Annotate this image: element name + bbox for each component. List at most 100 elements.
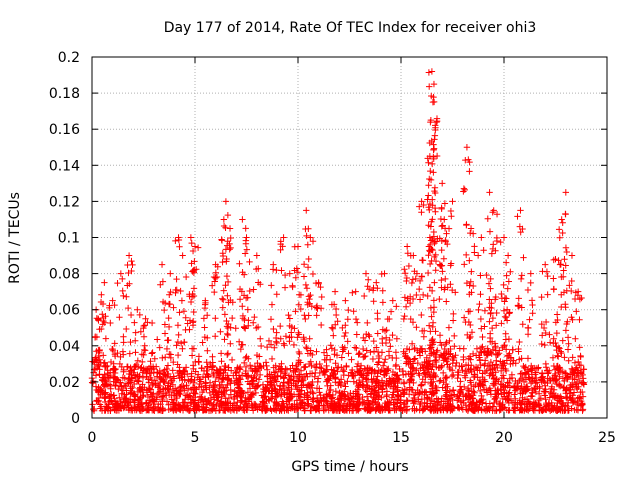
y-tick-label: 0.08 (49, 267, 80, 283)
data-point (120, 293, 126, 299)
data-point (478, 234, 484, 240)
data-point (303, 207, 309, 213)
data-point (409, 280, 415, 286)
data-point (482, 308, 488, 314)
data-point (188, 234, 194, 240)
data-point (477, 388, 483, 394)
data-point (427, 261, 433, 267)
x-tick-label: 25 (598, 430, 616, 446)
data-point (418, 209, 424, 215)
data-point (305, 264, 311, 270)
data-point (222, 311, 228, 317)
data-point (129, 262, 135, 268)
data-point (310, 271, 316, 277)
data-point (229, 315, 235, 321)
data-point (406, 263, 412, 269)
data-point (557, 261, 563, 267)
data-point (429, 161, 435, 167)
data-point (301, 364, 307, 370)
data-point (281, 342, 287, 348)
data-point (353, 316, 359, 322)
chart-title: Day 177 of 2014, Rate Of TEC Index for r… (164, 20, 537, 36)
data-point (201, 324, 207, 330)
data-point (572, 296, 578, 302)
data-point (370, 298, 376, 304)
plot-border (92, 57, 607, 418)
data-point (403, 303, 409, 309)
data-point (429, 68, 435, 74)
data-point (464, 144, 470, 150)
data-point (543, 364, 549, 370)
data-point (515, 303, 521, 309)
data-point (354, 331, 360, 337)
data-point (486, 318, 492, 324)
data-point (116, 314, 122, 320)
data-point (114, 280, 120, 286)
data-point (242, 250, 248, 256)
data-point (181, 308, 187, 314)
data-point (525, 355, 531, 361)
data-point (162, 330, 168, 336)
data-point (486, 189, 492, 195)
data-point (520, 254, 526, 260)
data-point (98, 292, 104, 298)
data-point (438, 277, 444, 283)
data-point (239, 216, 245, 222)
data-point (351, 378, 357, 384)
data-point (175, 322, 181, 328)
data-point (364, 347, 370, 353)
data-point (467, 308, 473, 314)
data-point (505, 285, 511, 291)
data-point (301, 261, 307, 267)
data-point (401, 380, 407, 386)
data-point (450, 311, 456, 317)
data-point (572, 336, 578, 342)
data-point (191, 346, 197, 352)
data-point (304, 285, 310, 291)
data-point (305, 312, 311, 318)
data-point (430, 320, 436, 326)
data-point (282, 272, 288, 278)
data-point (401, 316, 407, 322)
data-point (418, 312, 424, 318)
data-point (487, 228, 493, 234)
data-point (474, 346, 480, 352)
data-point (340, 367, 346, 373)
data-point (360, 346, 366, 352)
data-point (350, 308, 356, 314)
data-point (516, 295, 522, 301)
data-point (442, 200, 448, 206)
data-point (220, 304, 226, 310)
data-point (278, 361, 284, 367)
data-point (188, 299, 194, 305)
data-point (179, 297, 185, 303)
data-point (374, 310, 380, 316)
data-point (239, 303, 245, 309)
data-point (127, 339, 133, 345)
data-point (237, 296, 243, 302)
data-point (183, 274, 189, 280)
data-point (274, 291, 280, 297)
data-point (431, 145, 437, 151)
data-point (132, 349, 138, 355)
data-point (186, 326, 192, 332)
data-point (247, 288, 253, 294)
data-point (383, 393, 389, 399)
data-point (243, 237, 249, 243)
data-point (415, 360, 421, 366)
data-point (413, 324, 419, 330)
data-point (149, 350, 155, 356)
data-point (560, 337, 566, 343)
data-point (101, 279, 107, 285)
data-point (172, 238, 178, 244)
data-point (306, 256, 312, 262)
y-tick-label: 0.02 (49, 375, 80, 391)
data-point (345, 350, 351, 356)
data-point (273, 329, 279, 335)
data-point (551, 286, 557, 292)
data-point (525, 325, 531, 331)
data-point (562, 211, 568, 217)
data-point (247, 362, 253, 368)
data-point (128, 258, 134, 264)
data-point (294, 334, 300, 340)
